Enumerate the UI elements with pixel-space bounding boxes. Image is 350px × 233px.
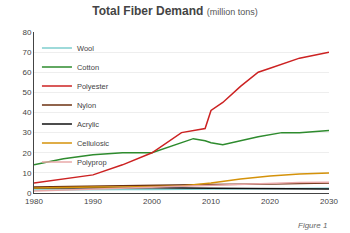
svg-text:20: 20	[22, 149, 31, 158]
svg-text:2020: 2020	[261, 197, 279, 206]
svg-text:2030: 2030	[320, 197, 338, 206]
svg-text:50: 50	[22, 88, 31, 97]
svg-text:60: 60	[22, 68, 31, 77]
svg-text:10: 10	[22, 169, 31, 178]
svg-text:0: 0	[27, 189, 32, 198]
svg-text:Cellulosic: Cellulosic	[77, 139, 109, 148]
svg-text:40: 40	[22, 108, 31, 117]
svg-text:1980: 1980	[25, 197, 43, 206]
svg-text:70: 70	[22, 48, 31, 57]
svg-text:80: 80	[22, 28, 31, 37]
svg-text:Polyprop: Polyprop	[77, 158, 107, 167]
svg-text:2010: 2010	[202, 197, 220, 206]
svg-text:Acrylic: Acrylic	[77, 120, 99, 129]
svg-text:Polyester: Polyester	[77, 82, 109, 91]
svg-text:Wool: Wool	[77, 44, 94, 53]
svg-text:Total Fiber Demand (million to: Total Fiber Demand (million tons)	[92, 4, 257, 18]
svg-text:1990: 1990	[84, 197, 102, 206]
svg-text:30: 30	[22, 128, 31, 137]
svg-text:Nylon: Nylon	[77, 101, 96, 110]
svg-text:2000: 2000	[143, 197, 161, 206]
svg-text:Cotton: Cotton	[77, 63, 99, 72]
svg-text:Figure 1: Figure 1	[298, 221, 327, 230]
